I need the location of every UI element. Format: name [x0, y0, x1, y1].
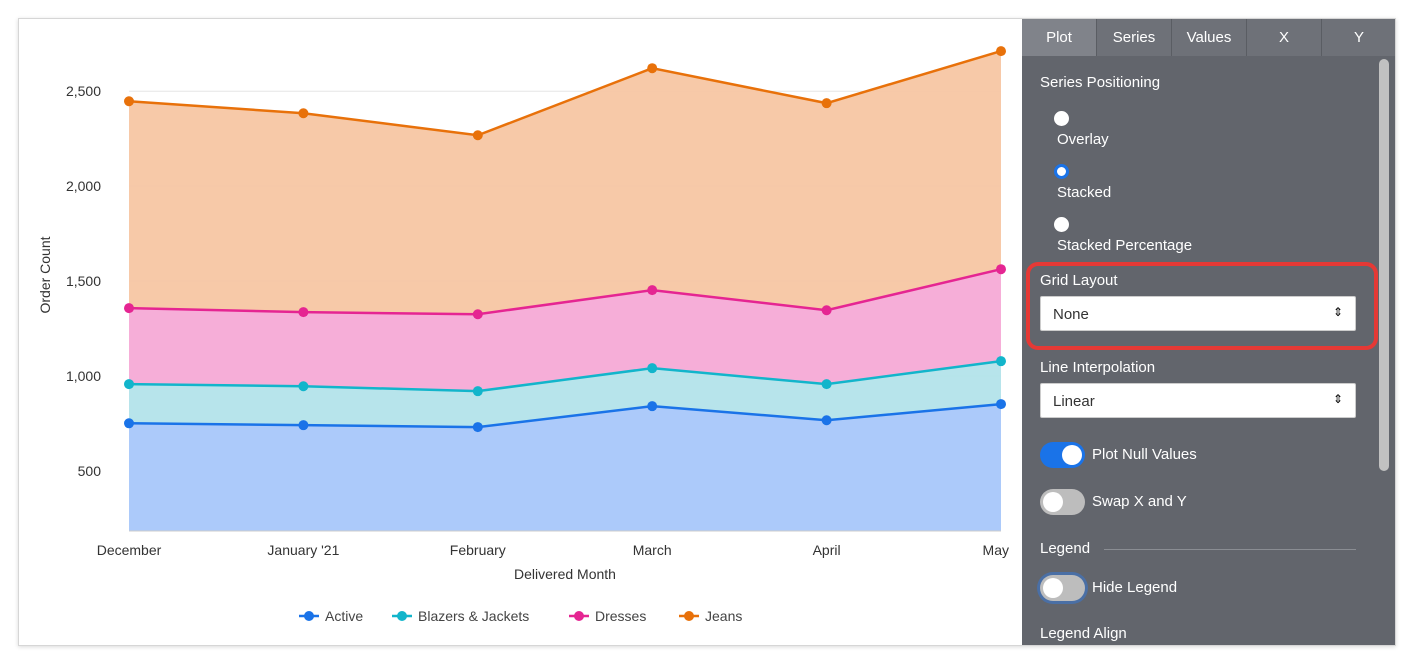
- grid-layout-value: None: [1053, 306, 1089, 323]
- tab-series[interactable]: Series: [1097, 19, 1172, 56]
- data-point: [821, 98, 832, 109]
- radio-label-overlay: Overlay: [1057, 131, 1109, 148]
- x-axis-title: Delivered Month: [514, 566, 616, 582]
- line-active: [128, 402, 1002, 429]
- hide-legend-toggle[interactable]: [1040, 575, 1085, 601]
- select-arrows-icon: ⇕: [1332, 392, 1343, 406]
- data-point: [472, 386, 483, 397]
- data-point: [124, 96, 134, 107]
- data-point: [298, 307, 309, 318]
- data-point: [647, 63, 658, 74]
- line-blazers-jackets: [128, 359, 1002, 393]
- data-point: [821, 379, 832, 390]
- legend-swatch-dot: [684, 611, 694, 621]
- radio-stacked[interactable]: [1054, 164, 1069, 179]
- visualization-editor: 500 1,000 1,500 2,000 2,500 December January '…: [18, 18, 1396, 646]
- data-point: [472, 130, 483, 141]
- legend-swatch-dot: [304, 611, 314, 621]
- legend-heading: Legend: [1040, 540, 1091, 557]
- area-dresses: [129, 269, 1001, 392]
- legend-align-label: Legend Align: [1040, 625, 1127, 642]
- area-jeans: [129, 51, 1001, 315]
- stacked-area-chart: 500 1,000 1,500 2,000 2,500 December January '…: [37, 46, 1009, 624]
- data-point: [298, 108, 309, 119]
- series-positioning-label: Series Positioning: [1040, 74, 1161, 91]
- data-point: [996, 356, 1006, 367]
- data-point: [821, 305, 832, 316]
- line-interpolation-label: Line Interpolation: [1040, 359, 1156, 376]
- data-point: [647, 363, 658, 374]
- x-tick-label: January '21: [267, 542, 339, 558]
- radio-overlay[interactable]: [1054, 111, 1069, 126]
- legend-item: Blazers & Jackets: [418, 608, 529, 624]
- line-jeans: [128, 49, 1002, 137]
- data-point: [996, 46, 1006, 57]
- x-tick-label: April: [813, 542, 841, 558]
- grid-layout-select[interactable]: None ⇕: [1040, 296, 1356, 331]
- data-point: [124, 418, 134, 429]
- divider: [1104, 549, 1356, 550]
- x-tick-label: March: [633, 542, 672, 558]
- panel-tabs: Plot Series Values X Y: [1022, 19, 1395, 56]
- legend-swatch-dot: [574, 611, 584, 621]
- y-tick-label: 1,500: [66, 273, 101, 289]
- data-point: [124, 303, 134, 314]
- legend-item: Jeans: [705, 608, 742, 624]
- data-point: [996, 264, 1006, 275]
- legend-item: Dresses: [595, 608, 646, 624]
- data-point: [472, 422, 483, 433]
- legend-swatch-dot: [397, 611, 407, 621]
- scrollbar-thumb[interactable]: [1379, 59, 1389, 471]
- data-point: [298, 381, 309, 392]
- data-point: [647, 401, 658, 412]
- tab-plot[interactable]: Plot: [1022, 19, 1097, 56]
- radio-label-stacked-percentage: Stacked Percentage: [1057, 237, 1193, 254]
- tab-y[interactable]: Y: [1322, 19, 1395, 56]
- x-tick-label: February: [450, 542, 506, 558]
- y-tick-label: 2,500: [66, 83, 101, 99]
- radio-label-stacked: Stacked: [1057, 184, 1112, 201]
- data-point: [124, 379, 134, 390]
- plot-null-values-toggle[interactable]: [1040, 442, 1085, 468]
- grid-layout-label: Grid Layout: [1040, 272, 1118, 289]
- settings-panel: Plot Series Values X Y Series Positionin…: [1022, 19, 1395, 645]
- tab-values[interactable]: Values: [1172, 19, 1247, 56]
- data-point: [472, 309, 483, 320]
- swap-xy-label: Swap X and Y: [1092, 493, 1187, 510]
- line-dresses: [128, 267, 1002, 316]
- area-blazers-jackets: [129, 361, 1001, 428]
- tab-x[interactable]: X: [1247, 19, 1322, 56]
- data-point: [821, 415, 832, 426]
- highlight-box: [1026, 262, 1378, 350]
- legend-item: Active: [325, 608, 363, 624]
- radio-stacked-percentage[interactable]: [1054, 217, 1069, 232]
- data-point: [298, 420, 309, 431]
- swap-xy-toggle[interactable]: [1040, 489, 1085, 515]
- y-tick-label: 1,000: [66, 368, 101, 384]
- plot-null-values-label: Plot Null Values: [1092, 446, 1197, 463]
- x-tick-label: December: [97, 542, 162, 558]
- y-tick-label: 2,000: [66, 178, 101, 194]
- line-interpolation-value: Linear: [1053, 393, 1095, 410]
- select-arrows-icon: ⇕: [1332, 305, 1343, 319]
- hide-legend-label: Hide Legend: [1092, 579, 1178, 596]
- x-tick-label: May: [983, 542, 1009, 558]
- data-point: [996, 399, 1006, 410]
- line-interpolation-select[interactable]: Linear ⇕: [1040, 383, 1356, 418]
- data-point: [647, 285, 658, 296]
- area-active: [129, 404, 1001, 531]
- y-tick-label: 500: [78, 463, 102, 479]
- y-axis-title: Order Count: [37, 236, 53, 313]
